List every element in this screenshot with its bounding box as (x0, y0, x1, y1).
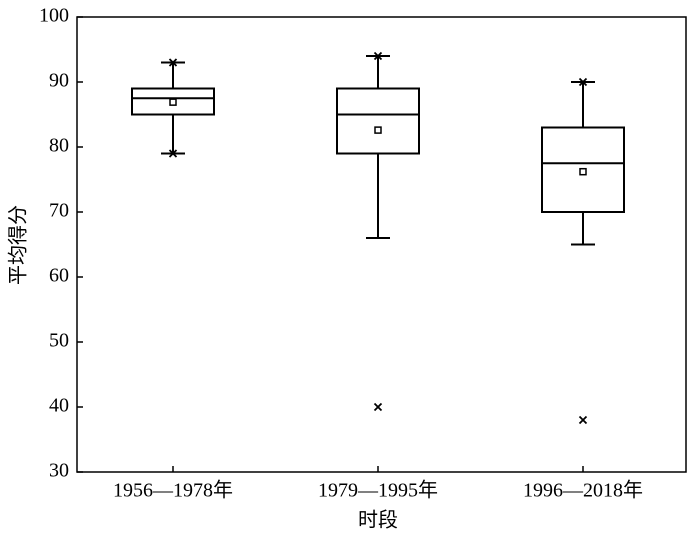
box (131, 87, 215, 116)
mean-marker (374, 126, 382, 134)
y-axis-label: 平均得分 (7, 205, 30, 285)
extreme-marker (578, 415, 588, 425)
x-tick-label: 1979—1995年 (318, 479, 438, 502)
plot-frame (76, 16, 687, 473)
extreme-marker (373, 402, 383, 412)
box (336, 87, 420, 155)
extreme-marker (373, 51, 383, 61)
extreme-marker (168, 149, 178, 158)
x-axis-label: 时段 (358, 509, 398, 532)
y-tick-label: 90 (49, 70, 69, 92)
y-tick-label: 50 (49, 330, 69, 352)
x-tick-label: 1956—1978年 (113, 479, 233, 502)
x-tick-label: 1996—2018年 (523, 479, 643, 502)
y-tick-label: 40 (49, 395, 69, 417)
y-tick-label: 80 (49, 135, 69, 157)
y-tick-label: 70 (49, 200, 69, 222)
box (541, 126, 625, 213)
mean-marker (169, 98, 177, 106)
y-tick-label: 100 (39, 5, 69, 27)
extreme-marker (168, 58, 178, 67)
mean-marker (579, 167, 587, 176)
y-tick-label: 60 (49, 265, 69, 287)
y-tick-label: 30 (49, 460, 69, 482)
extreme-marker (578, 77, 588, 87)
